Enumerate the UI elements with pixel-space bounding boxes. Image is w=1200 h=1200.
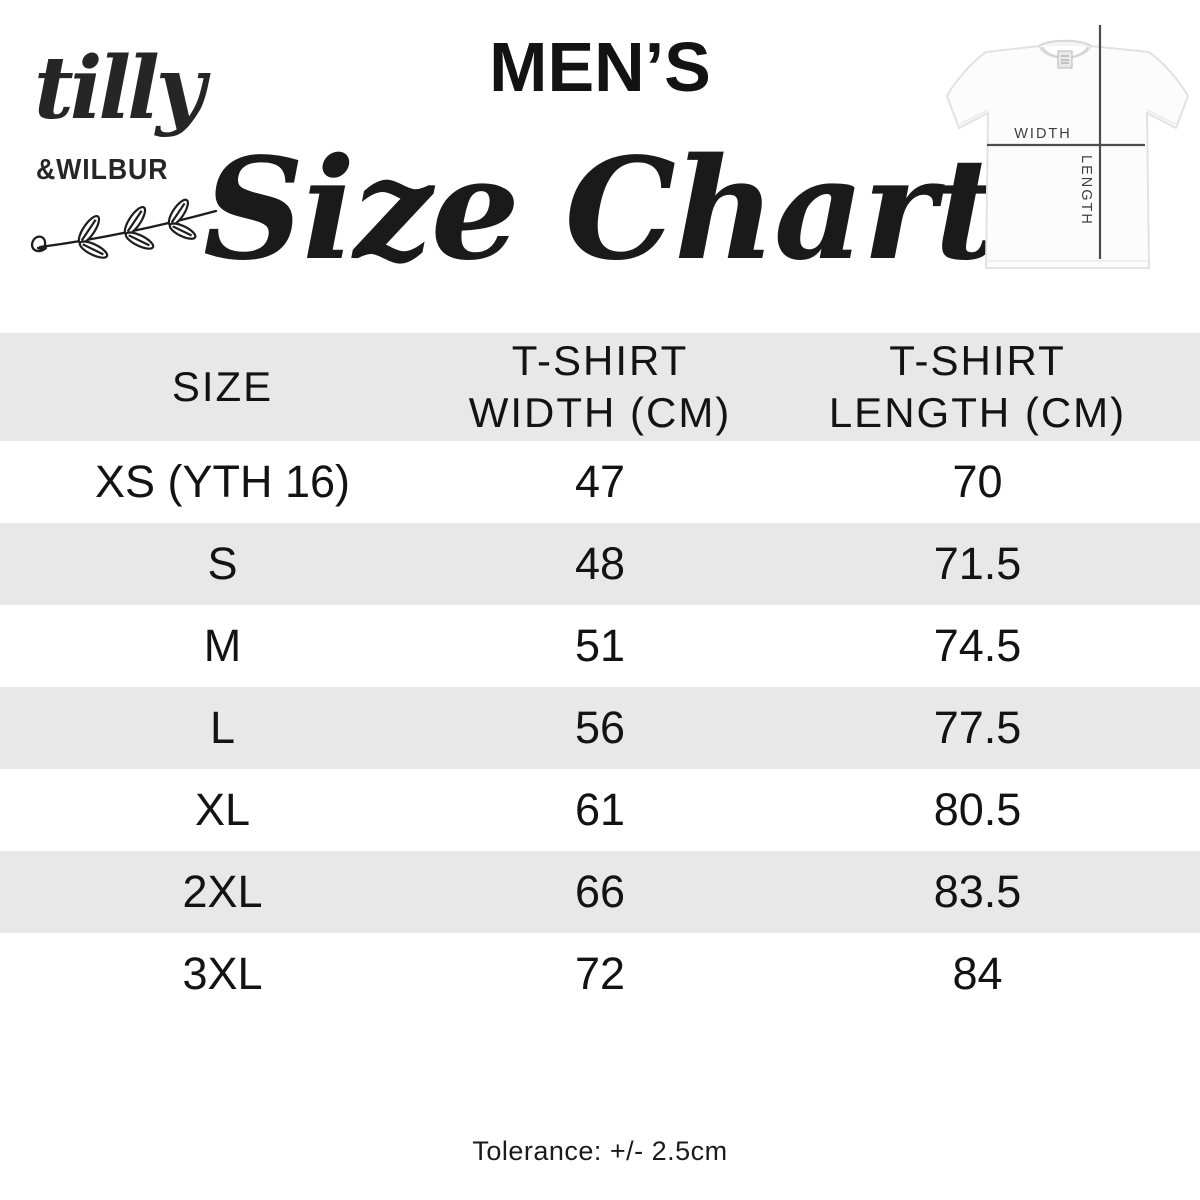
brand-name-caps: &WILBUR (36, 154, 169, 186)
category-heading: MEN’S (489, 28, 711, 106)
width-cell: 66 (574, 866, 626, 917)
table-header-row: SIZE T-SHIRT WIDTH (CM) T-SHIRT LENGTH (… (0, 333, 1200, 441)
length-cell: 74.5 (933, 620, 1022, 671)
header-line: LENGTH (CM) (828, 389, 1127, 436)
length-cell: 83.5 (933, 866, 1022, 917)
width-label: WIDTH (1014, 126, 1072, 142)
brand-logo: tilly &WILBUR (30, 46, 260, 295)
header-line: T-SHIRT (889, 337, 1066, 384)
width-cell: 47 (574, 456, 626, 507)
header-line: SIZE (171, 363, 274, 410)
column-header-size: SIZE (0, 333, 445, 441)
column-header-width: T-SHIRT WIDTH (CM) (445, 333, 755, 441)
length-cell: 80.5 (933, 784, 1022, 835)
table-row: L 56 77.5 (0, 687, 1200, 769)
tolerance-note: Tolerance: +/- 2.5cm (472, 1136, 728, 1166)
size-cell: XL (194, 784, 251, 835)
length-cell: 71.5 (933, 538, 1022, 589)
header-line: WIDTH (CM) (468, 389, 732, 436)
brand-name-script: tilly (34, 38, 206, 139)
length-cell: 77.5 (933, 702, 1022, 753)
table-row: M 51 74.5 (0, 605, 1200, 687)
width-cell: 72 (574, 948, 626, 999)
tshirt-back-neck (1038, 39, 1092, 47)
width-cell: 56 (574, 702, 626, 753)
size-cell: XS (YTH 16) (94, 456, 351, 507)
table-row: XS (YTH 16) 47 70 (0, 441, 1200, 523)
size-cell: S (207, 538, 238, 589)
width-cell: 51 (574, 620, 626, 671)
table-row: 3XL 72 84 (0, 933, 1200, 1015)
table-row: XL 61 80.5 (0, 769, 1200, 851)
length-cell: 70 (952, 456, 1003, 507)
length-cell: 84 (952, 948, 1003, 999)
right-sleeve-seam (1146, 109, 1176, 125)
size-cell: 3XL (182, 948, 263, 999)
laurel-branch-icon (30, 198, 218, 259)
size-cell: L (209, 702, 236, 753)
column-header-length: T-SHIRT LENGTH (CM) (755, 333, 1200, 441)
page-title: Size Chart (203, 128, 999, 292)
size-cell: 2XL (182, 866, 263, 917)
width-cell: 48 (574, 538, 626, 589)
size-chart-table: SIZE T-SHIRT WIDTH (CM) T-SHIRT LENGTH (… (0, 333, 1200, 1015)
length-label: LENGTH (1078, 155, 1094, 226)
header-line: T-SHIRT (511, 337, 689, 384)
size-cell: M (203, 620, 242, 671)
table-row: S 48 71.5 (0, 523, 1200, 605)
table-row: 2XL 66 83.5 (0, 851, 1200, 933)
tshirt-body (946, 45, 1189, 269)
width-cell: 61 (574, 784, 626, 835)
tshirt-measurement-diagram: WIDTH LENGTH (946, 25, 1189, 269)
left-sleeve-seam (959, 109, 989, 125)
